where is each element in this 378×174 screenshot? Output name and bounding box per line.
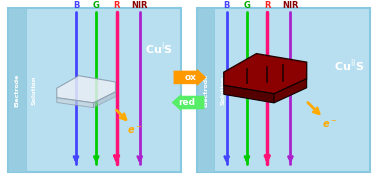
Text: R: R — [113, 1, 120, 10]
Text: Solution: Solution — [32, 75, 37, 105]
Text: Electrode: Electrode — [203, 73, 208, 107]
Text: e$^-$: e$^-$ — [322, 119, 336, 130]
Text: e$^-$: e$^-$ — [127, 125, 143, 136]
FancyArrow shape — [172, 94, 204, 111]
FancyBboxPatch shape — [8, 8, 26, 172]
Text: Cu$^{\mathsf{I}}$S: Cu$^{\mathsf{I}}$S — [145, 40, 173, 57]
Text: Solution: Solution — [220, 75, 225, 105]
Text: B: B — [223, 1, 230, 10]
Polygon shape — [274, 79, 307, 103]
FancyBboxPatch shape — [197, 8, 214, 172]
Text: Cu$^{\mathsf{II}}$S: Cu$^{\mathsf{II}}$S — [334, 58, 364, 74]
FancyBboxPatch shape — [197, 8, 370, 172]
Text: NIR: NIR — [282, 1, 299, 10]
Text: G: G — [243, 1, 250, 10]
Text: ox: ox — [185, 73, 197, 82]
FancyBboxPatch shape — [8, 8, 181, 172]
Polygon shape — [57, 98, 93, 108]
FancyArrow shape — [174, 69, 206, 86]
Text: NIR: NIR — [132, 1, 148, 10]
Polygon shape — [93, 92, 116, 108]
Text: R: R — [264, 1, 271, 10]
Text: B: B — [73, 1, 79, 10]
Text: Electrode: Electrode — [15, 73, 20, 107]
Text: red: red — [178, 98, 195, 107]
Polygon shape — [57, 76, 116, 103]
Polygon shape — [224, 85, 274, 103]
Polygon shape — [224, 54, 307, 94]
Text: G: G — [93, 1, 100, 10]
